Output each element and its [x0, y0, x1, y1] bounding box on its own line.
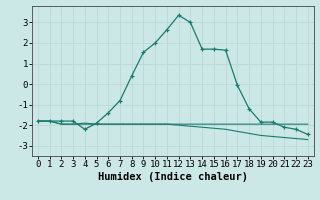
- X-axis label: Humidex (Indice chaleur): Humidex (Indice chaleur): [98, 172, 248, 182]
